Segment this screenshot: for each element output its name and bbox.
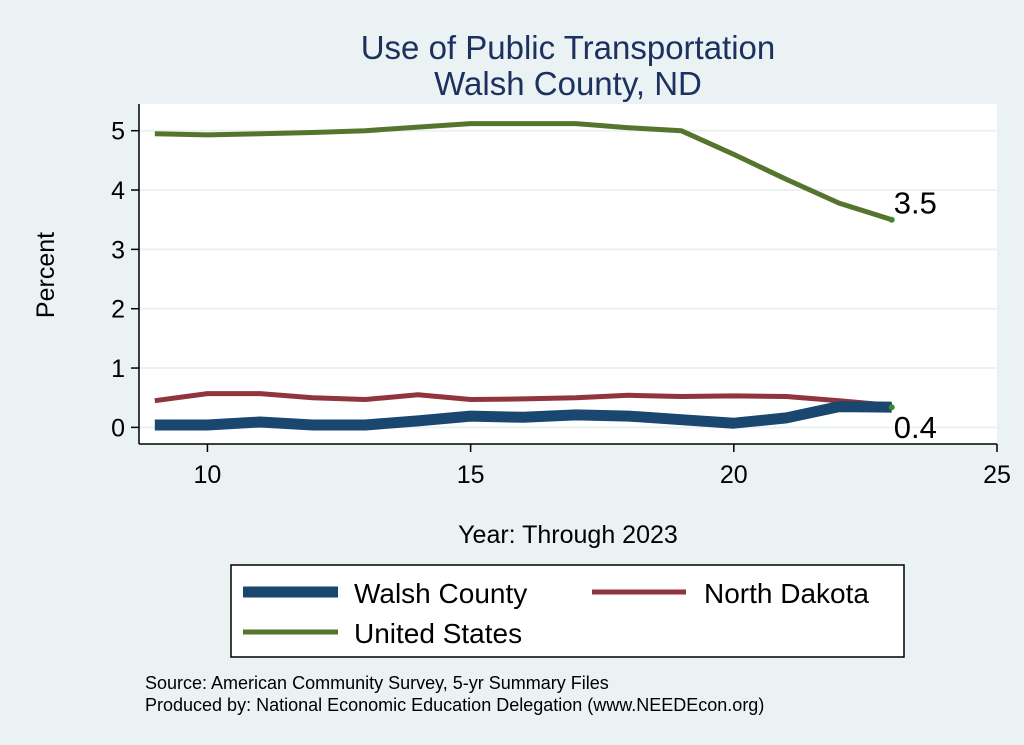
- chart-title: Use of Public Transportation: [361, 29, 776, 66]
- source-note: Source: American Community Survey, 5-yr …: [145, 673, 609, 693]
- end-marker-walsh-county: [888, 404, 895, 411]
- x-tick-label-10: 10: [194, 461, 222, 489]
- end-label-united-states: 3.5: [894, 186, 937, 221]
- x-tick-label-15: 15: [457, 461, 485, 489]
- legend-label-united-states: United States: [354, 618, 522, 649]
- y-tick-label-2: 2: [111, 296, 125, 324]
- x-tick-label-20: 20: [720, 461, 748, 489]
- y-tick-label-1: 1: [111, 355, 125, 383]
- plot-area: [139, 104, 997, 444]
- end-label-walsh-county: 0.4: [894, 410, 937, 445]
- y-tick-label-5: 5: [111, 118, 125, 146]
- y-axis-title: Percent: [32, 232, 60, 318]
- y-tick-label-0: 0: [111, 414, 125, 442]
- axes: 0 1 2 3 4 5 10 15 20 25: [111, 104, 1011, 489]
- legend-label-walsh-county: Walsh County: [354, 578, 527, 609]
- legend-label-north-dakota: North Dakota: [704, 578, 869, 609]
- x-tick-label-25: 25: [983, 461, 1011, 489]
- end-labels: 0.4 3.5: [888, 186, 937, 445]
- y-tick-label-3: 3: [111, 236, 125, 264]
- chart-subtitle: Walsh County, ND: [434, 65, 702, 102]
- legend-box: [230, 564, 905, 658]
- end-marker-united-states: [888, 216, 895, 223]
- x-axis-title: Year: Through 2023: [458, 521, 678, 549]
- series-lines: [154, 121, 893, 431]
- legend: Walsh County North Dakota United States: [230, 564, 905, 658]
- y-tick-label-4: 4: [111, 177, 125, 205]
- producer-note: Produced by: National Economic Education…: [145, 695, 764, 715]
